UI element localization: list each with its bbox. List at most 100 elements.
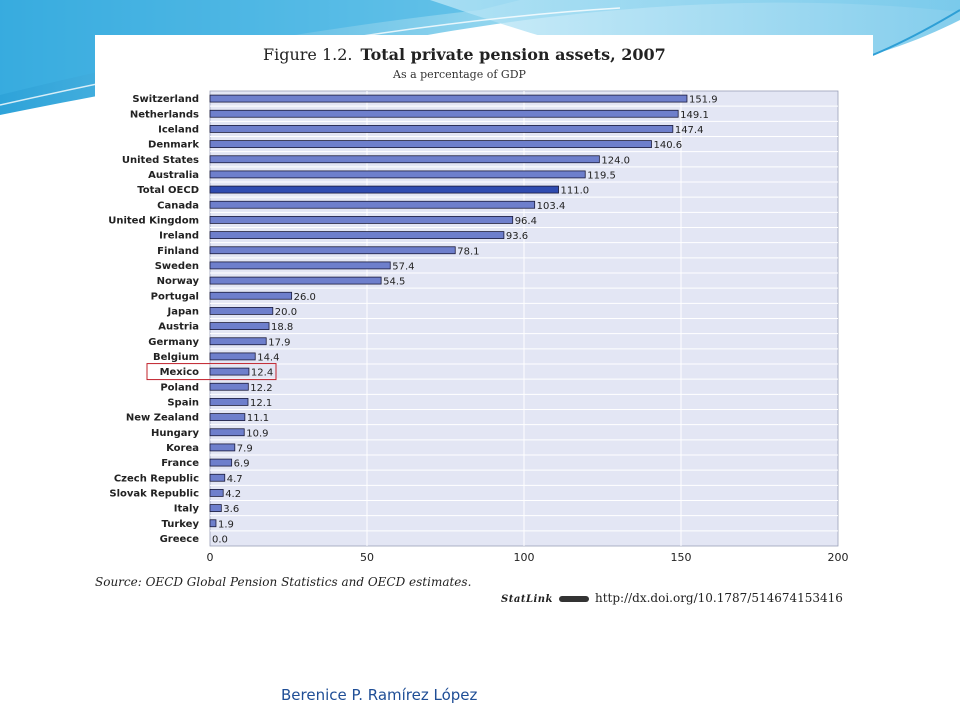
value-label: 14.4 bbox=[257, 352, 279, 363]
value-label: 11.1 bbox=[247, 413, 269, 424]
source-note: Source: OECD Global Pension Statistics a… bbox=[95, 575, 472, 589]
bar bbox=[209, 246, 456, 255]
value-label: 103.4 bbox=[537, 201, 566, 212]
value-label: 78.1 bbox=[457, 246, 479, 257]
x-tick-label: 50 bbox=[360, 551, 374, 564]
bar bbox=[209, 519, 217, 528]
bar bbox=[209, 382, 249, 391]
value-label: 151.9 bbox=[689, 95, 718, 106]
category-label: Czech Republic bbox=[114, 473, 199, 484]
bar bbox=[209, 155, 600, 164]
value-label: 17.9 bbox=[268, 337, 290, 348]
category-label: Netherlands bbox=[130, 109, 199, 120]
bar bbox=[209, 473, 226, 482]
bar bbox=[209, 458, 233, 467]
value-label: 4.2 bbox=[225, 489, 241, 500]
category-label: Austria bbox=[158, 322, 199, 333]
bar bbox=[209, 125, 674, 133]
bar bbox=[209, 443, 236, 452]
bar bbox=[209, 200, 536, 209]
bar-chart: 0 50 100 150 200 Switzerland 151.9 Netherlands 1… bbox=[108, 90, 849, 564]
bar bbox=[209, 140, 652, 148]
bar bbox=[209, 352, 256, 361]
value-label: 3.6 bbox=[223, 504, 239, 515]
bar bbox=[209, 428, 245, 437]
statlink: StatLink http://dx.doi.org/10.1787/514674… bbox=[501, 591, 843, 605]
x-tick-label: 0 bbox=[207, 551, 214, 564]
bar bbox=[209, 489, 224, 497]
title-text: Total private pension assets, 2007 bbox=[360, 45, 666, 64]
x-tick-label: 200 bbox=[828, 551, 849, 564]
category-label: Portugal bbox=[151, 291, 199, 302]
statlink-url[interactable]: http://dx.doi.org/10.1787/514674153416 bbox=[594, 591, 843, 605]
bar bbox=[209, 185, 559, 194]
statlink-brand: StatLink bbox=[501, 594, 553, 605]
value-label: 96.4 bbox=[515, 216, 537, 227]
category-label: New Zealand bbox=[126, 413, 199, 424]
bar bbox=[209, 504, 222, 512]
category-label: France bbox=[161, 458, 199, 469]
x-tick-label: 100 bbox=[514, 551, 535, 564]
category-label: Italy bbox=[174, 504, 200, 515]
category-label: Finland bbox=[157, 246, 199, 257]
bar bbox=[209, 276, 382, 285]
value-label: 12.4 bbox=[251, 368, 273, 379]
value-label: 124.0 bbox=[601, 155, 630, 166]
bar bbox=[209, 307, 274, 315]
value-label: 12.1 bbox=[250, 398, 272, 409]
category-label: Japan bbox=[167, 306, 200, 317]
chart-subtitle: As a percentage of GDP bbox=[393, 68, 526, 81]
category-label: Slovak Republic bbox=[109, 488, 199, 499]
bar bbox=[209, 413, 246, 421]
bar bbox=[209, 109, 679, 118]
value-label: 57.4 bbox=[392, 261, 414, 272]
value-label: 140.6 bbox=[653, 140, 682, 151]
chart-title: Figure 1.2. Total private pension assets,… bbox=[263, 45, 666, 64]
category-label: Switzerland bbox=[132, 94, 199, 105]
category-label: Norway bbox=[157, 276, 200, 287]
statlink-logo-icon bbox=[558, 595, 589, 602]
category-label: Turkey bbox=[162, 519, 200, 530]
bar bbox=[209, 94, 688, 103]
category-label: Australia bbox=[148, 170, 199, 181]
value-label: 12.2 bbox=[250, 383, 272, 394]
category-label: Belgium bbox=[153, 352, 199, 363]
value-label: 149.1 bbox=[680, 110, 709, 121]
category-label: Germany bbox=[148, 337, 199, 348]
category-label: Canada bbox=[157, 200, 199, 211]
value-label: 20.0 bbox=[275, 307, 297, 318]
value-label: 119.5 bbox=[587, 170, 616, 181]
bar bbox=[209, 291, 293, 300]
category-label: Mexico bbox=[160, 367, 200, 378]
value-label: 4.7 bbox=[227, 474, 243, 485]
value-label: 6.9 bbox=[234, 459, 250, 470]
bar bbox=[209, 170, 586, 179]
category-label: Ireland bbox=[159, 231, 199, 242]
category-label: United Kingdom bbox=[108, 215, 199, 226]
value-label: 54.5 bbox=[383, 277, 405, 288]
chart-figure: Figure 1.2. Total private pension assets,… bbox=[95, 35, 873, 615]
category-label: Greece bbox=[160, 534, 200, 545]
category-label: Denmark bbox=[148, 140, 199, 151]
category-label: Hungary bbox=[151, 428, 199, 439]
bar bbox=[209, 216, 514, 224]
value-label: 93.6 bbox=[506, 231, 528, 242]
value-label: 10.9 bbox=[246, 428, 268, 439]
figure-label: Figure 1.2. bbox=[263, 45, 353, 64]
author-name: Berenice P. Ramírez López bbox=[281, 686, 478, 704]
value-label: 111.0 bbox=[561, 186, 590, 197]
category-label: Korea bbox=[166, 443, 199, 454]
x-tick-label: 150 bbox=[671, 551, 692, 564]
bar bbox=[209, 322, 270, 330]
value-label: 26.0 bbox=[294, 292, 316, 303]
bar bbox=[209, 398, 249, 406]
category-label: United States bbox=[122, 155, 199, 166]
value-label: 0.0 bbox=[212, 534, 228, 545]
bar bbox=[209, 337, 267, 346]
bar bbox=[209, 261, 391, 270]
category-label: Spain bbox=[167, 397, 199, 408]
highlight-box bbox=[146, 363, 277, 381]
value-label: 18.8 bbox=[271, 322, 293, 333]
bar bbox=[209, 231, 505, 239]
bar bbox=[209, 367, 250, 376]
